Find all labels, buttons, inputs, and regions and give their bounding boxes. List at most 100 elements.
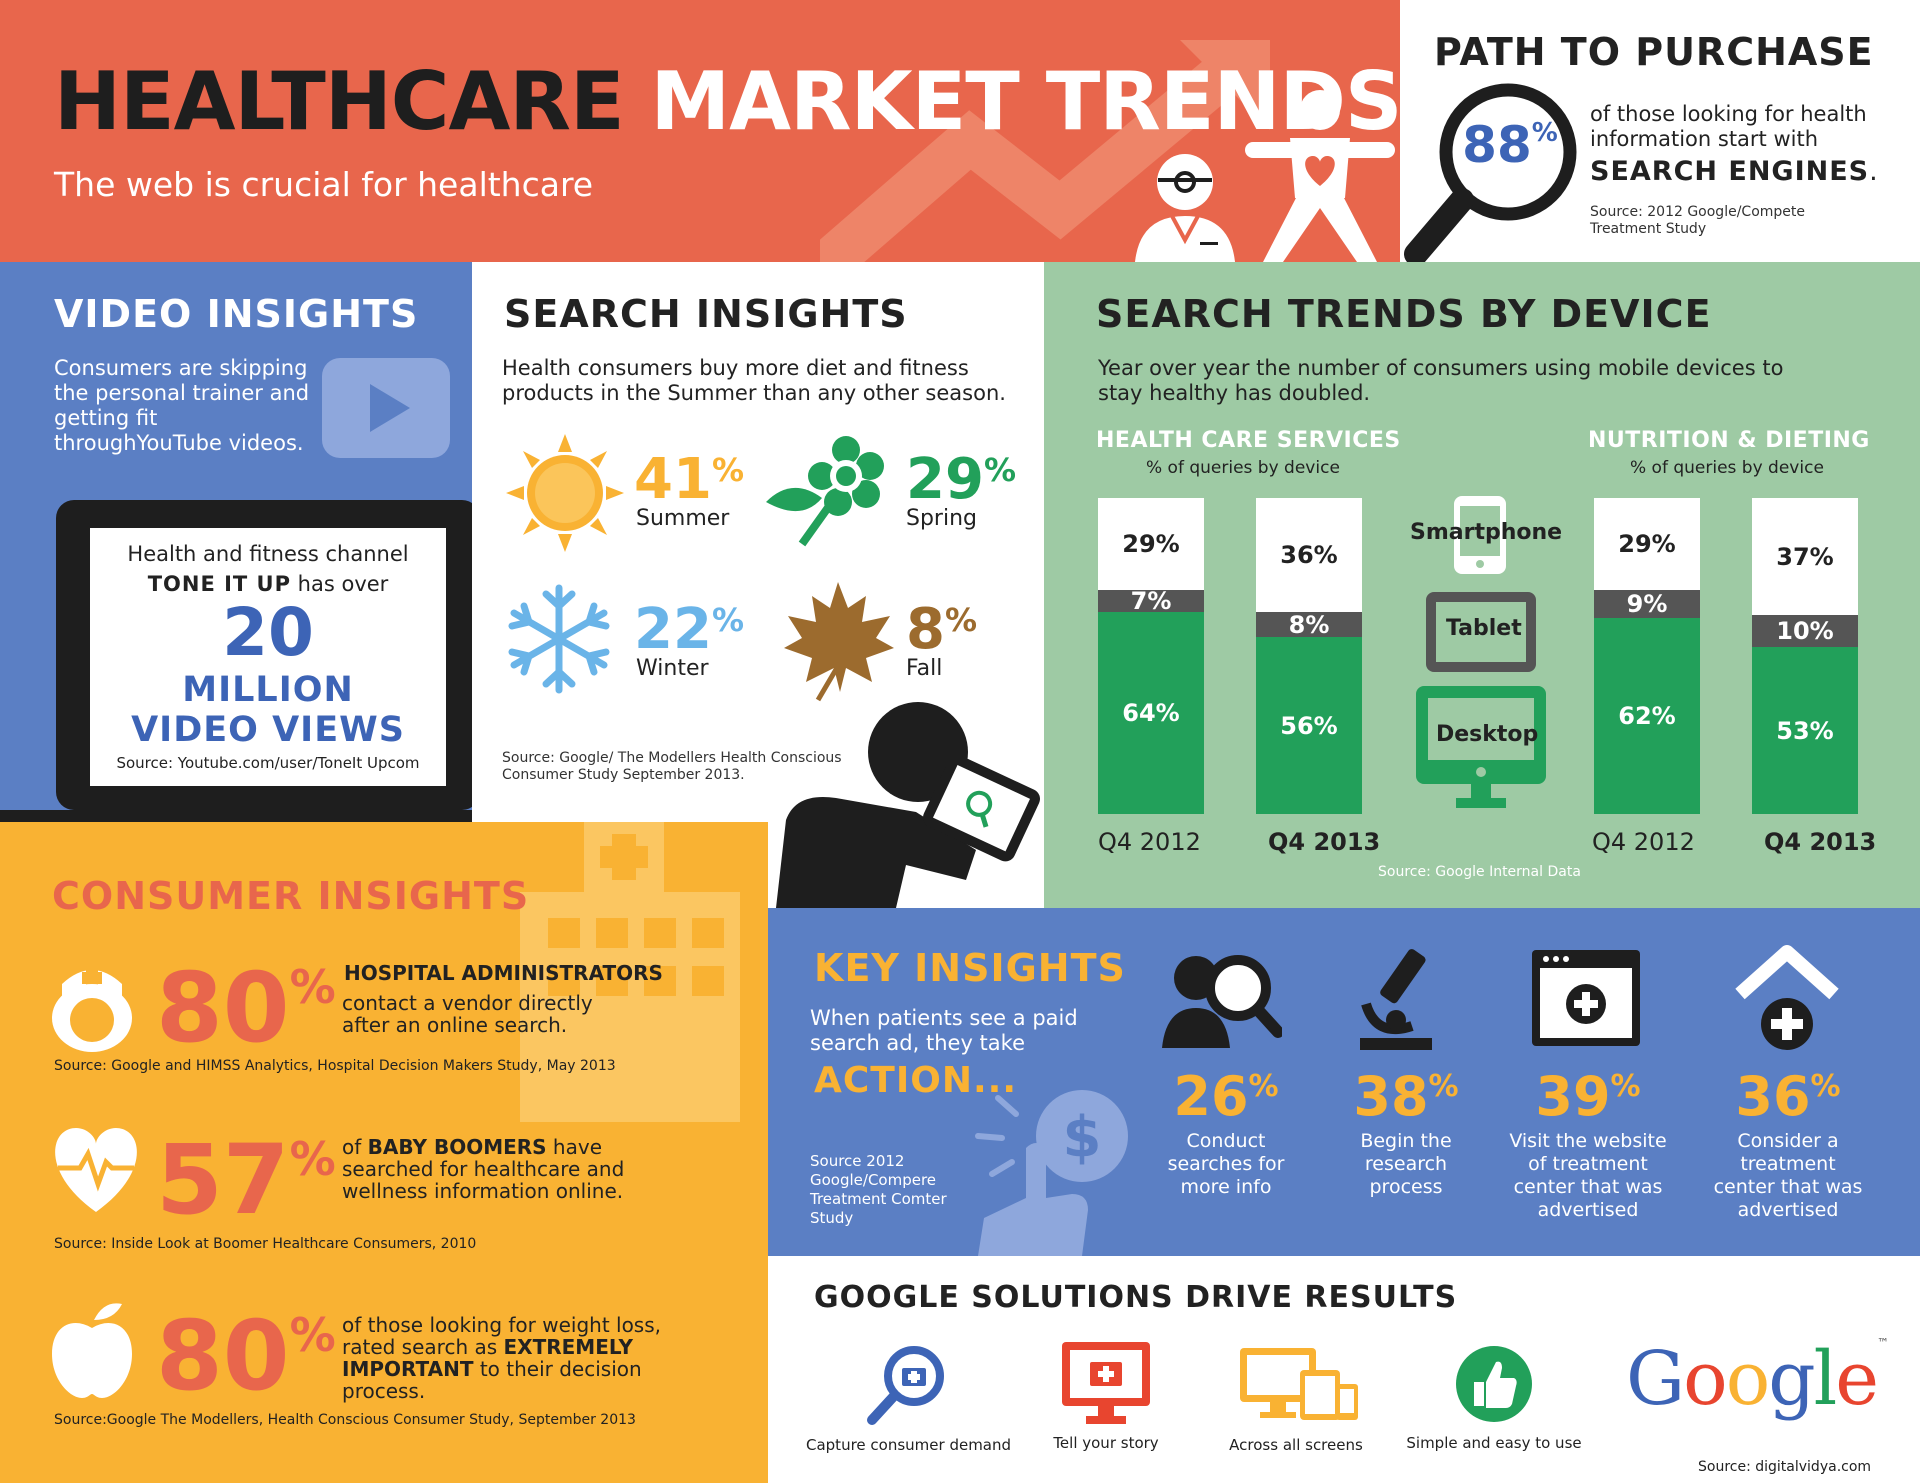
consumer-percent-3: 80% [156,1300,336,1412]
hospital-watermark-icon [520,822,740,1122]
fall-percent: 8% [906,597,978,662]
winter-label: Winter [636,656,709,681]
consumer-text-1: contact a vendor directly after an onlin… [342,991,593,1037]
spring-label: Spring [906,506,977,531]
play-button-icon [322,358,450,458]
heartbeat-icon [55,1128,137,1212]
screens-icon [1240,1348,1358,1420]
tv-views-label: VIDEO VIEWS [131,710,405,750]
hand-click-dollar-icon: $ [975,1090,1128,1256]
spring-percent: 29% [906,447,1016,512]
chart-1-bar-q4-2013: 36% 8% 56% [1256,498,1362,814]
page-subtitle: The web is crucial for healthcare [54,165,594,204]
key-label-1: Conduct searches for more info [1167,1130,1285,1198]
legend-desktop: Desktop [1436,722,1539,747]
bar-segment-smartphone: 36% [1256,498,1362,612]
key-label-3: Visit the website of treatment center th… [1509,1130,1667,1221]
person-tablet-icon [776,702,1041,908]
search-trends-source: Source: Google Internal Data [1378,864,1581,880]
snowflake-icon [508,584,610,694]
solution-label-2: Tell your story [1053,1434,1159,1452]
fall-label: Fall [906,656,943,681]
microscope-icon [1360,949,1432,1050]
path-to-purchase-title: PATH TO PURCHASE [1434,30,1874,74]
doctor-icon [1135,154,1235,262]
chart-2-x-label-0: Q4 2012 [1592,828,1695,856]
key-percent-3: 39% [1535,1065,1641,1128]
key-percent-4: 36% [1735,1065,1841,1128]
tv-line-1: Health and fitness channel [127,542,409,566]
search-trends-title: SEARCH TRENDS BY DEVICE [1096,292,1712,336]
ptp-percent: 88% [1462,116,1558,174]
chart-2-bar-q4-2013: 37% 10% 53% [1752,498,1858,814]
bar-segment-tablet: 9% [1594,590,1700,618]
fitness-heart-icon [1245,90,1395,262]
header-banner: HEALTHCARE MARKET TRENDS The web is cruc… [0,0,1400,262]
search-insights-title: SEARCH INSIGHTS [504,292,908,336]
search-trends-panel: SEARCH TRENDS BY DEVICE Year over year t… [1044,262,1920,908]
key-percent-1: 26% [1173,1065,1279,1128]
people-search-icon [1162,955,1282,1048]
bar-segment-smartphone: 37% [1752,498,1858,615]
magnifier-medkit-icon [867,1346,944,1425]
bar-segment-desktop: 62% [1594,618,1700,814]
consumer-source-1: Source: Google and HIMSS Analytics, Hosp… [54,1058,616,1074]
consumer-text-3: of those looking for weight loss, rated … [342,1313,662,1403]
ptp-highlight: SEARCH ENGINES. [1590,156,1879,187]
path-to-purchase-panel: PATH TO PURCHASE 88% of those looking fo… [1400,0,1920,266]
google-solutions-title: GOOGLE SOLUTIONS DRIVE RESULTS [814,1280,1458,1315]
bar-segment-desktop: 53% [1752,647,1858,814]
key-insights-panel: KEY INSIGHTS When patients see a paid se… [768,908,1920,1256]
thumbs-up-icon [1456,1346,1532,1422]
bar-segment-tablet: 7% [1098,587,1204,615]
consumer-percent-1: 80% [156,952,336,1064]
solution-label-1: Capture consumer demand [806,1436,1012,1454]
solution-label-3: Across all screens [1229,1436,1363,1454]
chart-2-bar-q4-2012: 29% 9% 62% [1594,498,1700,814]
key-insights-source: Source 2012 Google/Compere Treatment Com… [810,1152,947,1227]
key-label-2: Begin the research process [1360,1130,1452,1198]
tv-big-number: 20 [222,594,314,671]
key-percent-2: 38% [1353,1065,1459,1128]
chart-1-bar-q4-2012: 29% 7% 64% [1098,498,1204,814]
tv-source: Source: Youtube.com/user/ToneIt Upcom [116,754,420,772]
chart-2-x-label-1: Q4 2013 [1764,828,1877,856]
tv-line-2: TONE IT UP has over [147,572,389,596]
smartphone-icon [1454,496,1506,574]
solution-label-4: Simple and easy to use [1406,1434,1582,1452]
winter-percent: 22% [634,597,744,662]
chart-1-x-label-0: Q4 2012 [1098,828,1201,856]
tablet-icon [1426,592,1536,672]
ptp-description: of those looking for health information … [1590,102,1867,151]
legend-smartphone: Smartphone [1410,520,1563,545]
magnifier-icon [1404,83,1577,266]
consumer-percent-2: 57% [156,1124,336,1236]
tv-million-label: MILLION [182,670,354,710]
summer-label: Summer [636,506,730,531]
monitor-medkit-icon [1062,1342,1150,1424]
sun-icon [506,434,624,552]
bar-segment-tablet: 8% [1256,611,1362,639]
chart-1-x-label-1: Q4 2013 [1268,828,1381,856]
chart-1-subtitle: % of queries by device [1146,458,1340,478]
digitalvidya-source: Source: digitalvidya.com [1698,1459,1872,1475]
consumer-text-2: of BABY BOOMERS have searched for health… [342,1135,625,1203]
summer-percent: 41% [634,447,744,512]
chart-2-title: NUTRITION & DIETING [1588,428,1870,453]
flower-icon [766,436,884,547]
house-medical-icon [1735,945,1839,1050]
svg-text:$: $ [1063,1105,1102,1170]
consumer-insights-panel: CONSUMER INSIGHTS 80% HOSPITAL ADMINISTR… [0,822,768,1483]
google-solutions-panel: GOOGLE SOLUTIONS DRIVE RESULTS Capture c… [768,1256,1920,1483]
chart-1-title: HEALTH CARE SERVICES [1096,428,1401,453]
bar-segment-desktop: 64% [1098,612,1204,814]
video-insights-text: Consumers are skipping the personal trai… [54,356,310,455]
page-title: HEALTHCARE MARKET TRENDS [54,62,1400,142]
growth-arrow-icon [820,40,1270,262]
key-insights-action: ACTION... [814,1060,1017,1101]
key-insights-text: When patients see a paid search ad, they… [810,1006,1078,1055]
website-medical-icon [1532,950,1640,1046]
video-insights-title: VIDEO INSIGHTS [54,292,419,336]
search-trends-text: Year over year the number of consumers u… [1098,356,1784,405]
google-logo-text: Google [1626,1336,1879,1422]
